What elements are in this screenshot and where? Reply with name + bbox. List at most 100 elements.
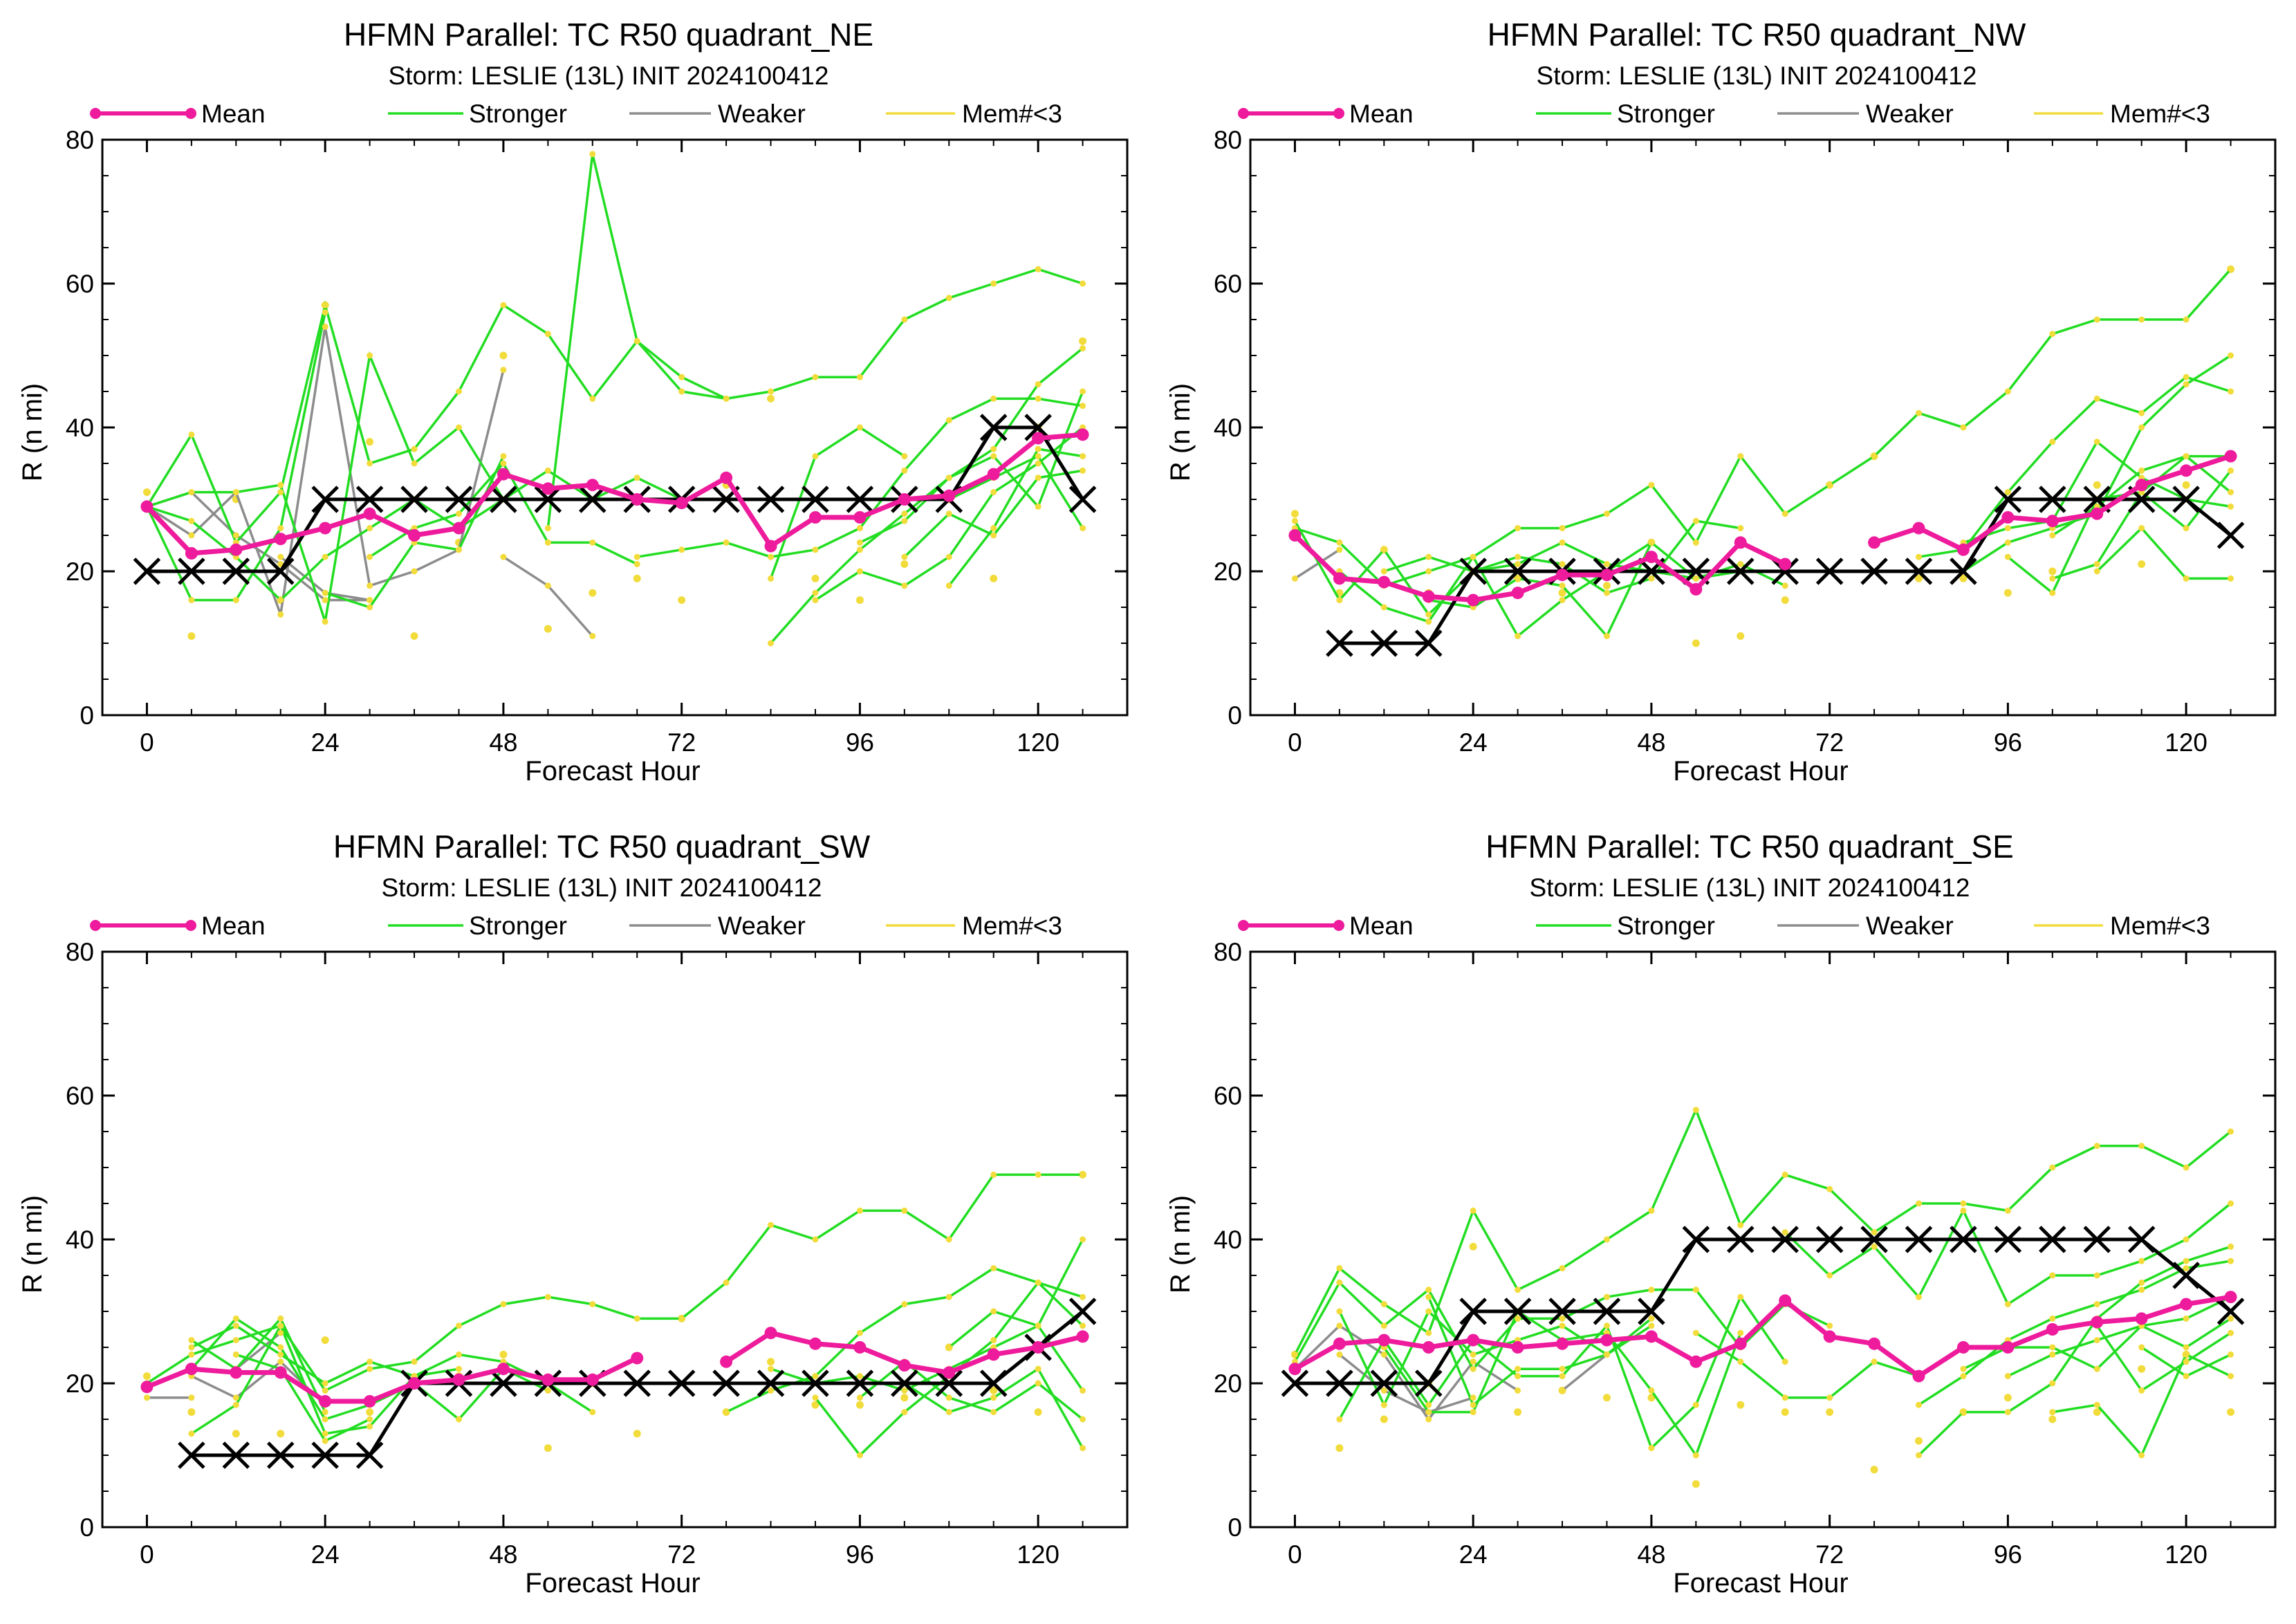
mean-point	[408, 529, 421, 542]
member-point	[2003, 589, 2012, 597]
member-vertex-point	[1515, 633, 1521, 640]
y-tick-label: 0	[80, 701, 94, 730]
member-point	[499, 351, 508, 360]
mean-point	[452, 522, 465, 535]
legend-mean-marker	[1238, 108, 1249, 119]
member-vertex-point	[1425, 1401, 1432, 1408]
mean-point	[1600, 569, 1613, 582]
member-vertex-point	[945, 1293, 952, 1300]
mean-point	[1288, 529, 1302, 542]
mean-point	[319, 1395, 332, 1408]
mean-point	[1076, 1330, 1089, 1343]
member-vertex-point	[2049, 1351, 2056, 1358]
best-track-x-marker	[490, 1369, 517, 1397]
member-vertex-point	[2138, 424, 2145, 431]
member-point	[2093, 1408, 2101, 1417]
best-track-x-marker	[311, 486, 339, 513]
member-vertex-point	[1692, 539, 1699, 546]
member-vertex-point	[367, 553, 373, 560]
member-point	[187, 1408, 196, 1417]
x-tick-label: 120	[2165, 728, 2207, 757]
member-vertex-point	[2093, 1401, 2100, 1408]
member-vertex-point	[367, 1416, 373, 1423]
member-vertex-point	[1515, 1387, 1521, 1394]
member-vertex-point	[1035, 503, 1041, 510]
mean-point	[987, 1348, 1000, 1361]
member-vertex-point	[2004, 1301, 2011, 1308]
mean-point	[408, 1377, 421, 1390]
member-vertex-point	[455, 546, 462, 553]
x-marker-stroke	[2127, 486, 2156, 513]
member-vertex-point	[1080, 525, 1086, 532]
best-track-x-marker	[846, 486, 874, 513]
member-vertex-point	[2138, 1286, 2145, 1293]
best-track-x-marker	[2216, 1298, 2245, 1325]
member-point	[142, 488, 151, 497]
member-vertex-point	[901, 510, 908, 517]
chart-subtitle: Storm: LESLIE (13L) INIT 2024100412	[382, 874, 822, 902]
best-track-x-marker	[178, 557, 205, 585]
best-track-x-marker	[1815, 1226, 1844, 1253]
mean-point	[1868, 536, 1881, 549]
member-vertex-point	[277, 1315, 284, 1322]
mean-point	[631, 1351, 644, 1365]
mean-point	[764, 539, 777, 553]
member-point	[2093, 481, 2101, 489]
x-marker-stroke	[178, 1441, 205, 1469]
x-marker-stroke	[2083, 1226, 2111, 1253]
stronger-member-line	[1427, 1296, 1652, 1408]
best-track-x-marker	[802, 1369, 829, 1397]
chart-panel-ne: HFMN Parallel: TC R50 quadrant_NE Storm:…	[17, 17, 1129, 786]
member-vertex-point	[2183, 1257, 2189, 1264]
member-vertex-point	[322, 1416, 328, 1423]
member-vertex-point	[2138, 467, 2145, 474]
member-point	[2182, 481, 2190, 489]
member-vertex-point	[1559, 1373, 1566, 1380]
member-vertex-point	[1470, 1394, 1476, 1401]
member-vertex-point	[1336, 1265, 1343, 1272]
member-vertex-point	[1470, 1351, 1476, 1358]
member-vertex-point	[1826, 481, 1833, 488]
member-vertex-point	[1871, 1358, 1878, 1365]
x-marker-stroke	[979, 414, 1008, 441]
mean-point	[1645, 551, 1658, 564]
member-point	[2227, 1408, 2235, 1417]
member-point	[1826, 1408, 1834, 1417]
member-vertex-point	[367, 525, 373, 532]
member-vertex-point	[723, 1279, 730, 1286]
best-track-x-marker	[712, 1369, 740, 1397]
x-tick-label: 96	[1994, 728, 2022, 757]
member-vertex-point	[1425, 1329, 1432, 1336]
member-vertex-point	[1559, 1387, 1566, 1394]
x-marker-stroke	[757, 486, 785, 513]
member-vertex-point	[1826, 1185, 1833, 1192]
member-vertex-point	[232, 532, 239, 539]
legend-label-mem: Mem#<3	[2110, 100, 2210, 128]
x-tick-label: 24	[1459, 728, 1488, 757]
mean-point	[497, 1363, 510, 1376]
x-marker-stroke	[667, 1369, 696, 1397]
y-axis-label: R (n mi)	[17, 1195, 48, 1293]
best-track-x-marker	[757, 486, 785, 513]
member-vertex-point	[856, 546, 863, 553]
member-vertex-point	[1916, 1200, 1923, 1207]
x-tick-label: 0	[140, 728, 154, 757]
member-vertex-point	[901, 1207, 908, 1214]
member-vertex-point	[1080, 1322, 1086, 1329]
member-point	[2048, 1415, 2057, 1423]
member-vertex-point	[2049, 1380, 2056, 1387]
member-vertex-point	[1603, 561, 1610, 568]
member-vertex-point	[1035, 1365, 1041, 1372]
member-vertex-point	[2004, 525, 2011, 532]
stronger-member-line	[769, 425, 905, 579]
member-vertex-point	[367, 582, 373, 589]
member-point	[1335, 1444, 1344, 1452]
mean-point	[1779, 557, 1792, 571]
member-vertex-point	[2093, 568, 2100, 575]
member-vertex-point	[990, 525, 997, 532]
member-point	[1959, 574, 1968, 582]
mean-point	[185, 1363, 198, 1376]
member-vertex-point	[1291, 575, 1298, 582]
mean-point	[2046, 1323, 2059, 1336]
stronger-member-line	[859, 391, 1084, 544]
